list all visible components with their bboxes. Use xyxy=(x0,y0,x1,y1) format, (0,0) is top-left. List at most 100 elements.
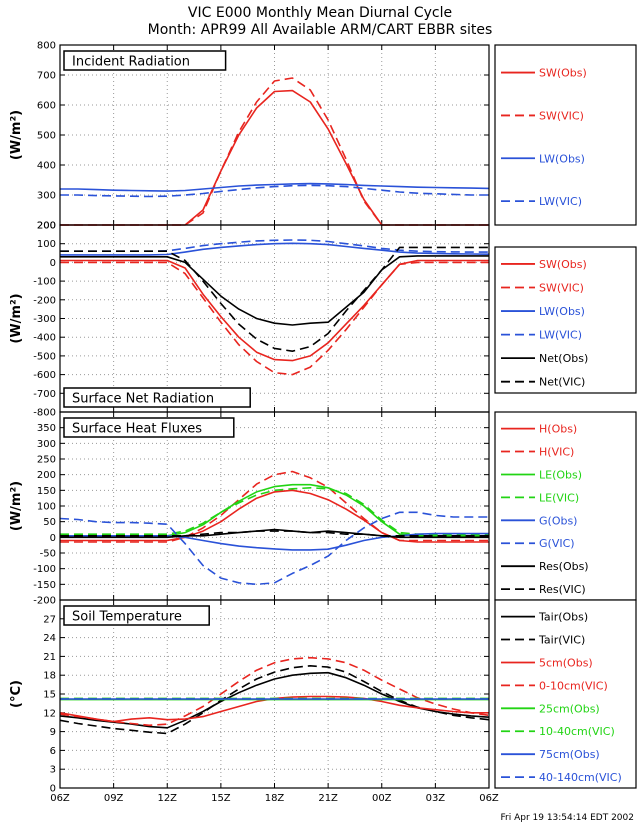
y-tick-label: -400 xyxy=(33,333,56,344)
panel-title-box xyxy=(63,50,227,71)
legend-frame xyxy=(494,246,637,394)
y-tick-label: 0 xyxy=(50,784,56,795)
series-line-lw-obs xyxy=(60,242,490,256)
plot-frame xyxy=(59,599,490,789)
legend-label-tair-obs: Tair(Obs) xyxy=(538,611,588,624)
y-tick-label: -50 xyxy=(40,549,56,560)
legend-label-40-140cm-vic: 40-140cm(VIC) xyxy=(539,771,622,784)
legend-label-25cm-obs: 25cm(Obs) xyxy=(539,702,600,715)
y-tick-label: -200 xyxy=(33,295,56,306)
y-tick-label: 50 xyxy=(43,517,56,528)
legend: SW(Obs) SW(VIC) LW(Obs) LW(VIC) Net(Obs) Net(… xyxy=(494,246,637,394)
y-tick-label: -600 xyxy=(33,370,56,381)
legend-label-0-10cm-vic: 0-10cm(VIC) xyxy=(539,679,608,692)
y-tick-label: -100 xyxy=(33,277,56,288)
y-tick-label: 150 xyxy=(37,486,56,497)
figure-title-line2: Month: APR99 All Available ARM/CART EBBR… xyxy=(148,22,493,38)
legend-label-h-vic: H(VIC) xyxy=(539,446,574,459)
figure-title-line1: VIC E000 Monthly Mean Diurnal Cycle xyxy=(188,5,452,21)
legend-label-net-obs: Net(Obs) xyxy=(539,352,588,365)
x-tick-label: 21Z xyxy=(318,793,338,804)
y-tick-label: 12 xyxy=(43,708,56,719)
series-line-sw-obs xyxy=(60,259,489,362)
y-tick-label: -200 xyxy=(33,596,56,607)
series-line-net-vic xyxy=(60,246,489,353)
legend-label-g-obs: G(Obs) xyxy=(539,514,577,527)
legend-label-g-vic: G(VIC) xyxy=(539,537,575,550)
y-tick-label: -800 xyxy=(33,408,56,419)
y-tick-label: 200 xyxy=(37,470,56,481)
y-tick-label: 21 xyxy=(43,652,56,663)
x-tick-label: 00Z xyxy=(372,793,392,804)
panel-title: Soil Temperature xyxy=(72,610,182,625)
timestamp: Fri Apr 19 13:54:14 EDT 2002 xyxy=(501,813,635,823)
legend-label-h-obs: H(Obs) xyxy=(539,423,577,436)
y-tick-label: 600 xyxy=(37,101,56,112)
series-line-res-obs xyxy=(60,528,489,539)
legend-label-sw-obs: SW(Obs) xyxy=(539,67,587,80)
x-tick-label: 06Z xyxy=(479,793,499,804)
panel-soil-temperature: 0 3 6 9 12 15 18 21 24 27 06Z 09Z 12Z 15Z 18Z 21Z 00Z 03Z… xyxy=(9,599,637,804)
y-tick-label: -150 xyxy=(33,580,56,591)
panel-title: Surface Net Radiation xyxy=(72,392,214,407)
legend: H(Obs) H(VIC) LE(Obs) LE(VIC) G(Obs) G(VIC) Re… xyxy=(494,411,637,601)
x-tick-label: 18Z xyxy=(265,793,285,804)
legend-label-tair-vic: Tair(VIC) xyxy=(538,634,585,647)
y-tick-label: 700 xyxy=(37,71,56,82)
legend-label-res-vic: Res(VIC) xyxy=(539,583,586,596)
legend-label-res-obs: Res(Obs) xyxy=(539,560,589,573)
panel-title-box xyxy=(63,605,210,626)
legend-label-lw-vic: LW(VIC) xyxy=(539,195,582,208)
y-axis-label: (°C) xyxy=(9,680,24,708)
x-tick-label: 12Z xyxy=(157,793,177,804)
legend-label-5cm-obs: 5cm(Obs) xyxy=(539,656,593,669)
legend: Tair(Obs) Tair(VIC) 5cm(Obs) 0-10cm(VIC) 25c… xyxy=(494,599,637,789)
series-line-lw-obs xyxy=(60,182,490,192)
panel-surface-heat-fluxes: -200 -150 -100 -50 0 50 100 150 200 250 300 350 Surf… xyxy=(9,411,637,607)
y-tick-label: 100 xyxy=(37,239,56,250)
panel-title-box xyxy=(63,417,235,438)
series-line-sw-vic xyxy=(60,261,489,376)
legend-label-sw-vic: SW(VIC) xyxy=(539,282,584,295)
y-tick-label: 18 xyxy=(43,671,56,682)
y-tick-label: 9 xyxy=(50,727,56,738)
series-line-net-obs xyxy=(60,255,489,326)
y-tick-label: -100 xyxy=(33,564,56,575)
panel-incident-radiation: 200 300 400 500 600 700 800 Incident Radiation (… xyxy=(9,41,637,232)
panel-surface-net-radiation: -800 -700 -600 -500 -400 -300 -200 -100 0 100 200 S… xyxy=(9,221,637,419)
y-tick-label: 200 xyxy=(37,221,56,232)
y-tick-label: 27 xyxy=(43,614,56,625)
series-line-0-10cm-vic xyxy=(59,656,490,727)
panel-title: Incident Radiation xyxy=(72,55,190,70)
y-tick-label: 200 xyxy=(37,221,56,232)
y-axis-label: (W/m²) xyxy=(9,293,24,343)
legend-label-75cm-obs: 75cm(Obs) xyxy=(539,748,600,761)
series-line-h-obs xyxy=(60,489,489,543)
y-tick-label: -300 xyxy=(33,314,56,325)
legend-label-10-40cm-vic: 10-40cm(VIC) xyxy=(539,725,615,738)
y-tick-label: 3 xyxy=(50,765,56,776)
y-tick-label: 300 xyxy=(37,191,56,202)
y-tick-label: 300 xyxy=(37,439,56,450)
x-tick-label: 06Z xyxy=(50,793,70,804)
y-tick-label: 0 xyxy=(50,533,56,544)
legend-label-sw-vic: SW(VIC) xyxy=(539,109,584,122)
y-tick-label: 350 xyxy=(37,423,56,434)
legend: SW(Obs) SW(VIC) LW(Obs) LW(VIC) xyxy=(494,44,637,226)
y-tick-label: -500 xyxy=(33,351,56,362)
y-tick-label: 0 xyxy=(50,258,56,269)
legend-label-le-obs: LE(Obs) xyxy=(539,468,582,481)
x-tick-label: 15Z xyxy=(211,793,231,804)
y-tick-label: -700 xyxy=(33,389,56,400)
series-line-lw-vic xyxy=(60,184,489,198)
legend-frame xyxy=(494,599,637,789)
series-line-h-vic xyxy=(60,470,489,543)
y-tick-label: 800 xyxy=(37,41,56,52)
y-tick-label: 500 xyxy=(37,131,56,142)
legend-label-le-vic: LE(VIC) xyxy=(539,491,579,504)
y-tick-label: 6 xyxy=(50,746,56,757)
y-tick-label: 250 xyxy=(37,455,56,466)
legend-label-net-vic: Net(VIC) xyxy=(539,376,585,389)
